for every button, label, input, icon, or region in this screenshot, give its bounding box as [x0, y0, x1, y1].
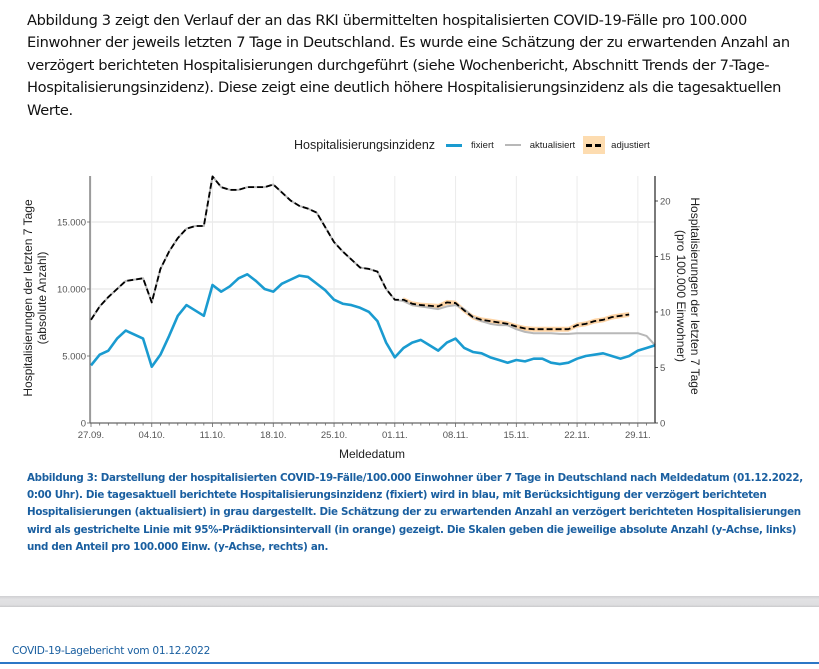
- legend-key-adjustiert: [583, 136, 606, 154]
- axis-title-line: Hospitalisierungen der letzten 7 Tage: [21, 199, 35, 397]
- legend-title: Hospitalisierungsinzidenz: [294, 138, 436, 152]
- figure-caption: Abbildung 3: Darstellung der hospitalisi…: [27, 472, 803, 553]
- chart-legend: Hospitalisierungsinzidenz fixiert aktual…: [294, 136, 658, 154]
- y-tick-label-right: 0: [660, 419, 665, 430]
- intro-paragraph: Abbildung 3 zeigt den Verlauf der an das…: [27, 12, 790, 119]
- x-tick-label: 15.11.: [503, 430, 529, 441]
- axes: 27.09. 04.10. 11.10. 18.10. 25.10. 01.11. 08.1…: [57, 176, 671, 441]
- axis-title-line: Hospitalisierungen der letzten 7 Tage: [688, 197, 702, 395]
- axis-title-line: (pro 100.000 Einwohner): [674, 230, 688, 362]
- y-tick-label-left: 5.000: [62, 352, 86, 363]
- y-tick-label-right: 5: [660, 363, 665, 374]
- x-tick-label: 11.10.: [200, 430, 226, 441]
- x-axis-title: Meldedatum: [339, 447, 405, 461]
- y-tick-label-left: 10.000: [57, 285, 86, 296]
- x-tick-label: 01.11.: [382, 430, 408, 441]
- y-tick-label-right: 10: [660, 308, 671, 319]
- y-axis-right-title: Hospitalisierungen der letzten 7 Tage(pr…: [674, 197, 702, 395]
- legend-label-aktualisiert: aktualisiert: [529, 139, 576, 151]
- footer-rule: [0, 662, 819, 664]
- x-tick-label: 27.09.: [78, 430, 104, 441]
- series-line-fixiert: [89, 272, 656, 369]
- legend-key-aktualisiert: [502, 136, 524, 154]
- page-separator: [0, 596, 819, 607]
- legend-label-adjustiert: adjustiert: [611, 139, 650, 151]
- legend-label-fixiert: fixiert: [471, 139, 494, 151]
- page-footer: COVID-19-Lagebericht vom 01.12.2022: [12, 645, 211, 657]
- y-tick-label-left: 15.000: [57, 218, 86, 229]
- y-tick-label-right: 20: [660, 197, 671, 208]
- hospitalization-chart: 27.09. 04.10. 11.10. 18.10. 25.10. 01.11. 08.1…: [21, 175, 702, 461]
- x-tick-label: 25.10.: [321, 430, 347, 441]
- y-tick-label-left: 0: [81, 419, 86, 430]
- legend-key-fixiert: [443, 136, 465, 154]
- grid-lines: [90, 176, 655, 423]
- axis-title-line: (absolute Anzahl): [35, 252, 49, 345]
- y-tick-label-right: 15: [660, 252, 671, 263]
- x-tick-label: 04.10.: [139, 430, 165, 441]
- x-tick-label: 22.11.: [564, 430, 590, 441]
- x-tick-label: 29.11.: [625, 430, 651, 441]
- x-tick-label: 08.11.: [443, 430, 469, 441]
- x-tick-label: 18.10.: [260, 430, 286, 441]
- prediction-interval-band: [403, 297, 630, 332]
- series-lines: [89, 175, 656, 369]
- series-line-adjustiert: [90, 175, 630, 331]
- y-axis-left-title: Hospitalisierungen der letzten 7 Tage(ab…: [21, 199, 49, 397]
